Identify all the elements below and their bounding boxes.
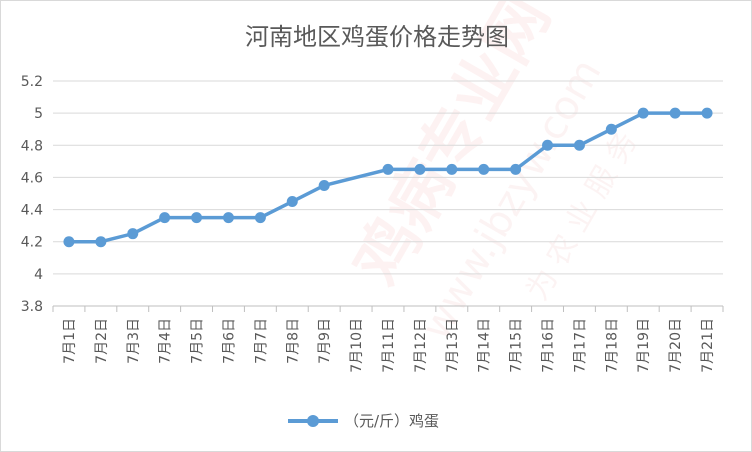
data-point xyxy=(254,212,266,224)
x-tick-label: 7月8日 xyxy=(285,318,301,364)
data-point xyxy=(382,163,394,175)
data-point xyxy=(669,107,681,119)
y-tick-label: 4.4 xyxy=(21,203,43,219)
y-tick-label: 4.8 xyxy=(21,138,43,154)
x-tick-label: 7月15日 xyxy=(509,318,525,373)
x-tick-label: 7月14日 xyxy=(477,318,493,373)
x-tick-label: 7月9日 xyxy=(317,318,333,364)
chart-title: 河南地区鸡蛋价格走势图 xyxy=(245,23,509,51)
data-point xyxy=(127,228,139,240)
legend: （元/斤）鸡蛋 xyxy=(288,412,439,430)
y-tick-label: 4 xyxy=(34,267,43,283)
data-point xyxy=(542,139,554,151)
x-tick-label: 7月1日 xyxy=(62,318,78,364)
x-tick-label: 7月18日 xyxy=(604,318,620,373)
data-point xyxy=(414,163,426,175)
legend-marker-swatch xyxy=(307,415,319,427)
data-point xyxy=(318,179,330,191)
y-axis-ticks: 3.8 4 4.2 4.4 4.6 4.8 5 5.2 xyxy=(21,74,43,315)
y-tick-label: 4.6 xyxy=(21,170,43,186)
x-tick-label: 7月3日 xyxy=(126,318,142,364)
x-tick-label: 7月4日 xyxy=(158,318,174,364)
data-point xyxy=(637,107,649,119)
x-tick-label: 7月2日 xyxy=(94,318,110,364)
y-tick-label: 5.2 xyxy=(21,74,43,90)
data-point xyxy=(478,163,490,175)
x-tick-label: 7月20日 xyxy=(668,318,684,373)
x-tick-label: 7月19日 xyxy=(636,318,652,373)
x-axis-ticks: 7月1日 7月2日 7月3日 7月4日 7月5日 7月6日 7月7日 7月8日 7月9日 7月10… xyxy=(62,318,716,373)
data-point xyxy=(573,139,585,151)
series-layer xyxy=(63,107,713,248)
data-point xyxy=(191,212,203,224)
data-point xyxy=(510,163,522,175)
grid-layer xyxy=(52,80,724,312)
x-tick-label: 7月17日 xyxy=(572,318,588,373)
data-point xyxy=(95,236,107,248)
y-tick-label: 4.2 xyxy=(21,235,43,251)
legend-label: （元/斤）鸡蛋 xyxy=(344,412,439,430)
x-tick-label: 7月21日 xyxy=(700,318,716,373)
x-tick-label: 7月11日 xyxy=(381,318,397,373)
data-point xyxy=(63,236,75,248)
y-tick-label: 5 xyxy=(34,106,43,122)
x-tick-label: 7月12日 xyxy=(413,318,429,373)
x-tick-label: 7月13日 xyxy=(445,318,461,373)
data-point xyxy=(286,196,298,208)
x-tick-label: 7月5日 xyxy=(190,318,206,364)
x-tick-label: 7月16日 xyxy=(541,318,557,373)
data-point xyxy=(605,123,617,135)
x-tick-label: 7月7日 xyxy=(253,318,269,364)
data-point xyxy=(222,212,234,224)
data-point xyxy=(701,107,713,119)
data-point xyxy=(446,163,458,175)
x-tick-label: 7月10日 xyxy=(349,318,365,373)
y-tick-label: 3.8 xyxy=(21,299,43,315)
x-tick-label: 7月6日 xyxy=(221,318,237,364)
data-point xyxy=(159,212,171,224)
